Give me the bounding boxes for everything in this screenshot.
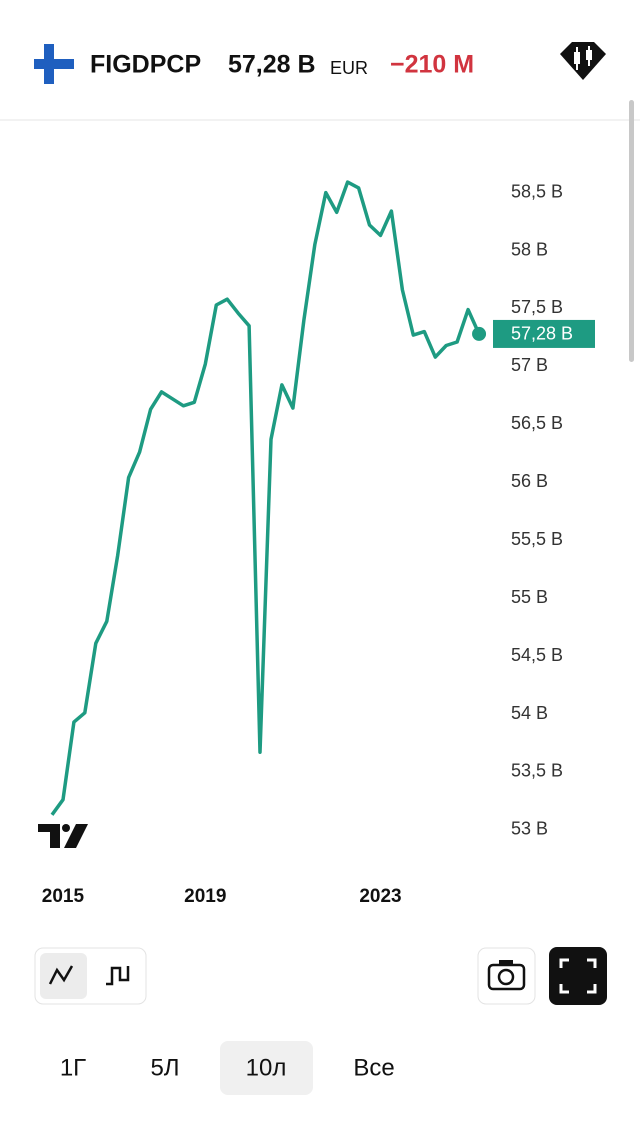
header: FIGDPCP 57,28 B EUR −210 M — [0, 42, 640, 121]
x-tick-label: 2019 — [184, 886, 226, 907]
x-tick-label: 2015 — [42, 886, 85, 907]
y-tick-label: 53 B — [511, 819, 548, 839]
currency: EUR — [330, 58, 368, 78]
line-button[interactable] — [40, 953, 87, 999]
y-tick-label: 55 B — [511, 587, 548, 607]
last-point — [472, 326, 487, 341]
y-tick-label: 58 B — [511, 239, 548, 259]
chart-style-icon[interactable] — [560, 42, 606, 80]
symbol: FIGDPCP — [90, 51, 201, 79]
y-tick-label: 56 B — [511, 471, 548, 491]
flag-cross — [44, 44, 54, 84]
price: 57,28 B — [228, 51, 316, 79]
line — [50, 180, 481, 816]
range-tab[interactable]: 5Л — [150, 1054, 179, 1081]
change: −210 M — [390, 51, 474, 79]
range-tab[interactable]: Все — [353, 1054, 394, 1081]
screenshot-button[interactable] — [477, 947, 536, 1005]
y-tick-label: 58,5 B — [511, 181, 563, 201]
y-tick-label: 54,5 B — [511, 645, 563, 665]
y-tick-label: 57,5 B — [511, 297, 563, 317]
fullscreen-button[interactable] — [549, 947, 607, 1005]
tradingview-logo — [38, 824, 88, 848]
line-type-toggle — [34, 947, 147, 1005]
selected-range-bg — [220, 1041, 313, 1095]
y-tick-label: 55,5 B — [511, 529, 563, 549]
current-value-label: 57,28 B — [511, 324, 573, 344]
x-tick-label: 2023 — [359, 886, 401, 907]
y-tick-label: 57 B — [511, 355, 548, 375]
y-tick-label: 54 B — [511, 703, 548, 723]
scrollbar — [629, 100, 634, 362]
range-tab[interactable]: 10л — [246, 1054, 287, 1081]
y-tick-label: 56,5 B — [511, 413, 563, 433]
line-icon — [48, 965, 74, 985]
range-tab[interactable]: 1Г — [60, 1054, 86, 1081]
current-value-badge — [493, 319, 595, 348]
chart: 53 B 53,5 B 54 B 54,5 B 55 B 55,5 B 56 B 56,5 B… — [42, 180, 595, 907]
y-tick-label: 53,5 B — [511, 761, 563, 781]
step-button[interactable] — [106, 966, 130, 986]
range-tabs: 1Г 5Л 10л Все — [60, 1041, 395, 1095]
